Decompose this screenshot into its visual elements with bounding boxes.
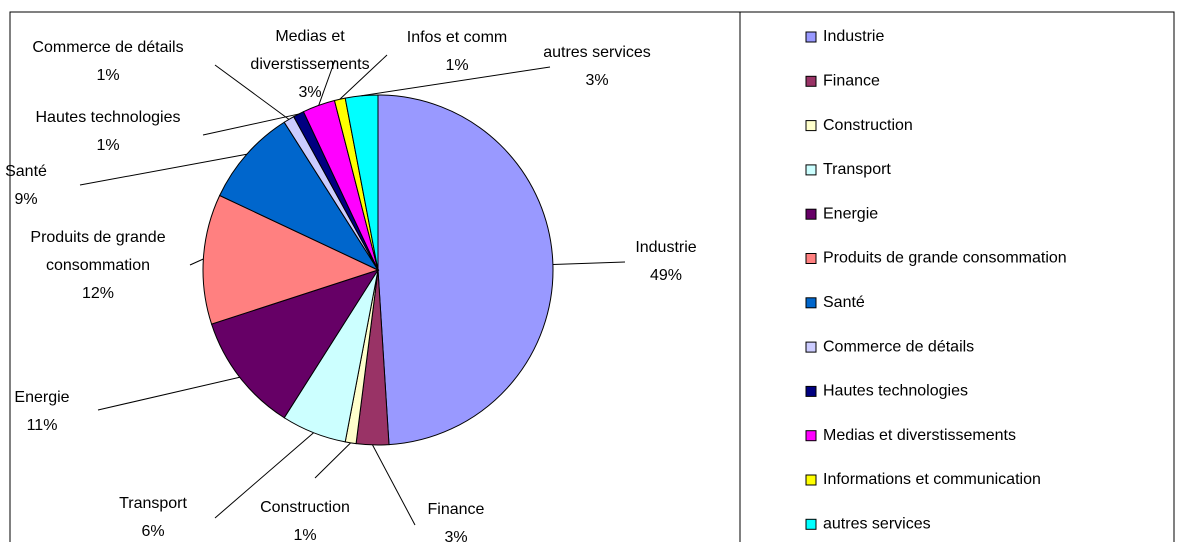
leader-line [552, 261, 626, 266]
slice-value-label: 1% [293, 527, 316, 542]
slice-value-label: 3% [298, 84, 321, 101]
leader-line [214, 432, 314, 519]
legend-swatch [805, 164, 817, 176]
legend-label: Medias et diverstissements [823, 427, 1016, 444]
slice-label: Commerce de détails [32, 39, 183, 56]
slice-value-label: 1% [96, 137, 119, 154]
leader-line [189, 258, 204, 266]
legend-label: Transport [823, 161, 891, 178]
slice-value-label: 1% [445, 57, 468, 74]
legend-label: autres services [823, 516, 931, 533]
slice-label: Infos et comm [407, 29, 507, 46]
legend-label: Industrie [823, 28, 884, 45]
pie-slice [344, 94, 379, 271]
slice-label: consommation [46, 257, 150, 274]
legend-label: Hautes technologies [823, 383, 968, 400]
legend-swatch [805, 297, 817, 309]
leader-line [97, 376, 240, 411]
leader-line [214, 64, 290, 120]
slice-value-label: 12% [82, 285, 114, 302]
legend-label: Construction [823, 117, 913, 134]
legend-swatch [805, 120, 817, 132]
legend-swatch [805, 385, 817, 397]
slice-value-label: 3% [444, 529, 467, 542]
slice-value-label: 3% [585, 72, 608, 89]
slice-label: Produits de grande [30, 229, 165, 246]
slice-label: autres services [543, 44, 651, 61]
pie-slice [377, 94, 554, 446]
leader-line [372, 444, 416, 526]
slice-label: Medias et [275, 28, 345, 45]
pie-slice [218, 121, 380, 272]
leader-line [202, 113, 299, 136]
legend-label: Informations et communication [823, 471, 1041, 488]
leader-line [361, 66, 551, 97]
leader-line [314, 442, 351, 479]
slice-label: diverstissements [250, 56, 369, 73]
legend-label: Produits de grande consommation [823, 250, 1067, 267]
legend-label: Finance [823, 73, 880, 90]
slice-label: Energie [14, 389, 69, 406]
chart-frame [9, 11, 1175, 542]
legend-swatch [805, 75, 817, 87]
slice-value-label: 1% [96, 67, 119, 84]
slice-label: Industrie [635, 239, 696, 256]
slice-value-label: 11% [27, 417, 58, 434]
legend-label: Santé [823, 294, 865, 311]
legend-swatch [805, 474, 817, 486]
legend-label: Commerce de détails [823, 338, 974, 355]
slice-label: Transport [119, 495, 187, 512]
slice-value-label: 9% [14, 191, 37, 208]
pie-slice [210, 269, 380, 419]
legend-label: Energie [823, 205, 878, 222]
legend-swatch [805, 253, 817, 264]
slice-value-label: 6% [141, 523, 164, 540]
leader-line [318, 59, 336, 106]
legend-swatch [805, 341, 817, 353]
leader-line [339, 54, 388, 100]
slice-label: Finance [428, 501, 485, 518]
slice-label: Hautes technologies [36, 109, 181, 126]
legend-swatch [805, 430, 817, 442]
slice-value-label: 49% [650, 267, 682, 284]
leader-line [79, 153, 247, 186]
slice-label: Santé [5, 163, 47, 180]
legend-swatch [805, 518, 817, 530]
legend-swatch [805, 208, 817, 220]
slice-label: Construction [260, 499, 350, 516]
legend-swatch [805, 31, 817, 43]
